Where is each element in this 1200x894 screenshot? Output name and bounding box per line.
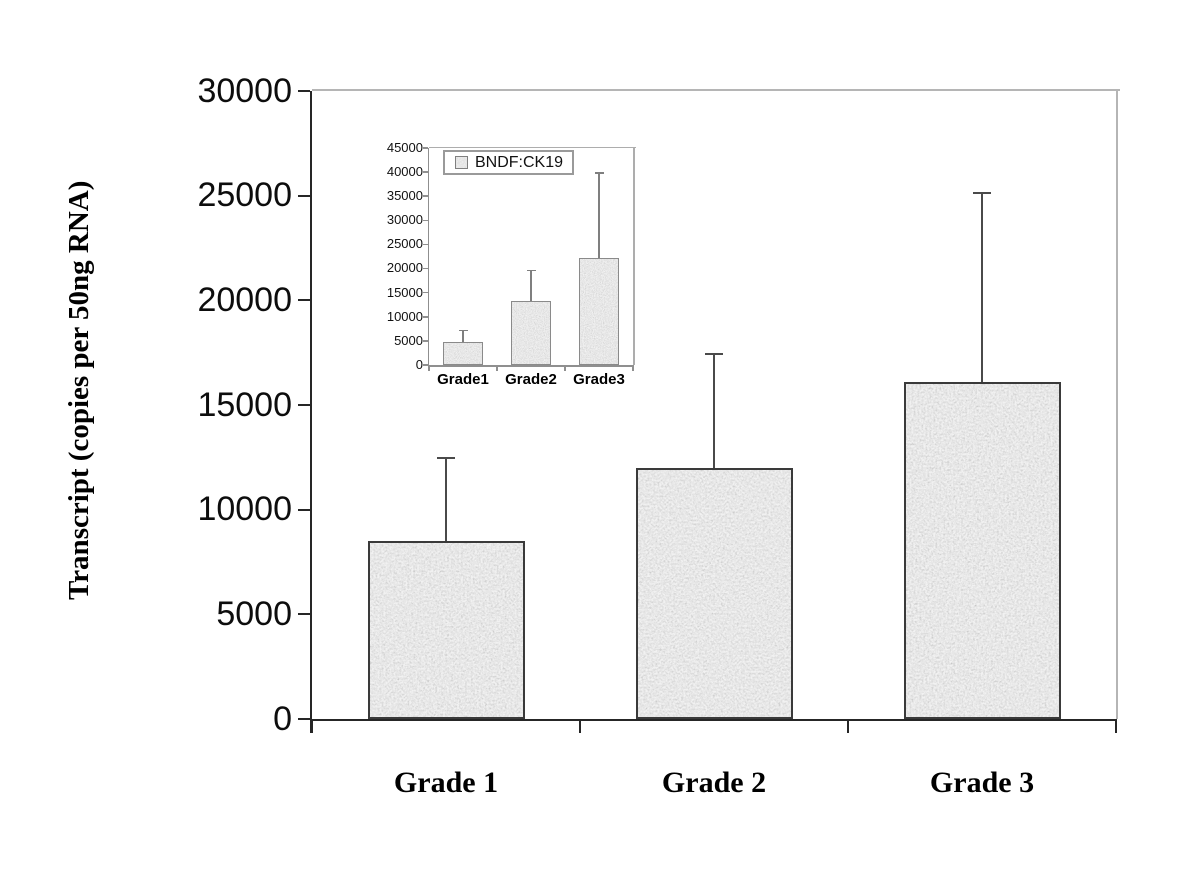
y-tick [422, 316, 428, 318]
y-tick [422, 147, 428, 149]
y-tick-label: 5000 [394, 332, 423, 348]
error-bar-cap [973, 191, 991, 194]
y-tick [298, 508, 310, 511]
y-tick-label: 25000 [197, 176, 292, 215]
x-category-label: Grade 2 [661, 766, 767, 799]
y-tick [422, 340, 428, 342]
error-bar [445, 459, 447, 542]
y-tick-label: 15000 [197, 385, 292, 424]
x-tick [847, 719, 849, 733]
y-tick-label: 40000 [386, 163, 423, 179]
speckle-texture [512, 301, 550, 364]
y-tick [422, 171, 428, 173]
y-tick [422, 291, 428, 294]
legend-label: BNDF:CK19 [475, 153, 564, 171]
error-bar-cap [437, 457, 455, 460]
y-tick [422, 243, 428, 246]
y-tick-label: 35000 [386, 188, 423, 204]
plot-frame-right [633, 146, 635, 365]
y-tick-label: 20000 [197, 281, 292, 320]
error-bar [598, 173, 600, 258]
bar [903, 381, 1061, 719]
speckle-texture [456, 157, 467, 168]
x-category-label: Grade1 [437, 371, 489, 388]
y-tick [298, 613, 310, 616]
x-tick [311, 719, 313, 733]
y-tick [422, 364, 428, 366]
y-tick [298, 90, 310, 92]
speckle-texture [580, 258, 618, 364]
speckle-texture [905, 383, 1059, 717]
y-tick-label: 10000 [386, 308, 423, 324]
error-bar [462, 331, 464, 343]
x-tick [579, 719, 581, 733]
y-tick-label: 15000 [386, 284, 423, 300]
legend-marker-swatch [455, 156, 468, 169]
y-tick-label: 0 [415, 356, 423, 372]
x-tick [428, 365, 430, 371]
y-tick [298, 194, 310, 197]
x-category-label: Grade3 [573, 371, 625, 388]
x-axis-line [310, 719, 1116, 721]
speckle-texture [637, 469, 791, 717]
y-tick [298, 299, 310, 302]
x-category-label: Grade 3 [929, 766, 1035, 799]
y-axis-line [310, 91, 312, 733]
y-tick-label: 30000 [197, 71, 292, 110]
bar [443, 342, 483, 365]
y-tick [298, 718, 310, 720]
y-tick-label: 45000 [386, 139, 423, 155]
speckle-texture [369, 543, 523, 717]
bar [511, 300, 551, 365]
x-tick [1115, 719, 1117, 733]
plot-frame-top [312, 89, 1120, 91]
error-bar-cap [594, 172, 604, 174]
error-bar-cap [705, 352, 723, 355]
bar [579, 257, 619, 365]
y-tick [298, 404, 310, 406]
speckle-texture [444, 343, 482, 364]
y-tick-label: 25000 [386, 236, 423, 252]
x-tick [564, 365, 566, 371]
error-bar [981, 193, 983, 382]
inset-legend: BNDF:CK19 [443, 150, 574, 175]
error-bar [530, 271, 532, 301]
bar [635, 467, 793, 719]
x-category-label: Grade2 [505, 371, 557, 388]
error-bar-cap [458, 329, 468, 332]
y-tick-label: 0 [273, 699, 292, 738]
y-tick-label: 10000 [197, 490, 292, 529]
y-tick [422, 267, 428, 270]
y-axis-line [427, 148, 429, 371]
y-tick-label: 20000 [386, 260, 423, 276]
y-axis-title: Transcript (copies per 50ng RNA) [63, 180, 95, 600]
x-category-label: Grade 1 [393, 766, 499, 799]
bar [367, 541, 525, 719]
x-tick [632, 365, 634, 371]
y-tick-label: 30000 [386, 212, 423, 228]
plot-frame-top [429, 146, 636, 148]
plot-frame-right [1116, 89, 1118, 719]
error-bar [713, 354, 715, 468]
y-tick-label: 5000 [216, 595, 292, 634]
x-tick [496, 365, 498, 371]
x-axis-line [427, 365, 633, 367]
error-bar-cap [526, 269, 536, 272]
y-tick [422, 219, 428, 222]
y-tick [422, 195, 428, 197]
